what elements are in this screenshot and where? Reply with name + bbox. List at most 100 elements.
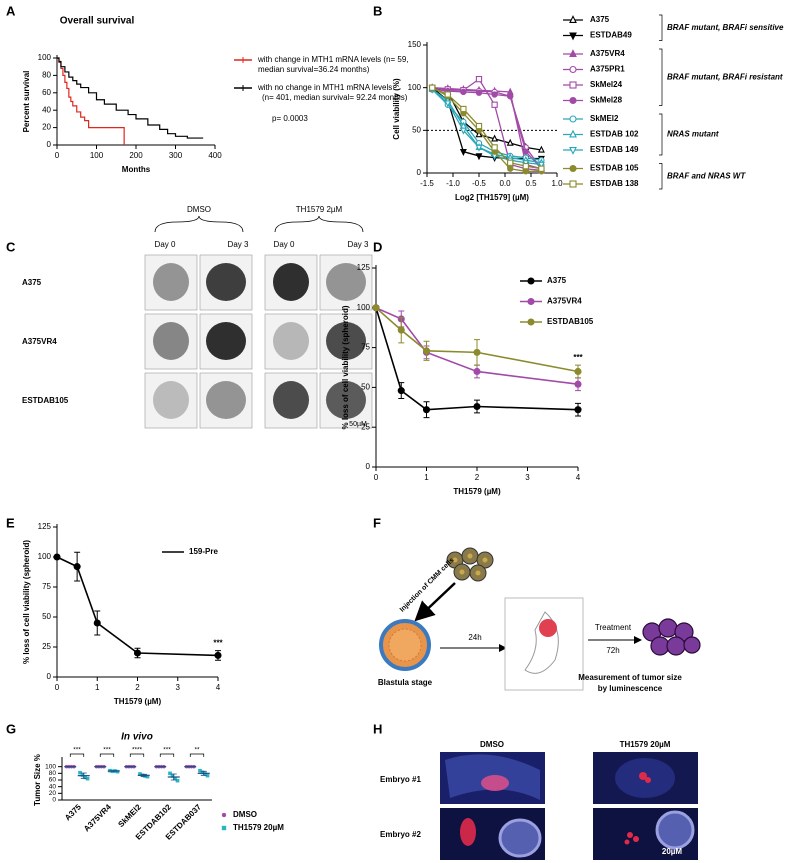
- legend-marker: [569, 81, 577, 89]
- time-label: 72h: [606, 646, 619, 655]
- significance: ***: [573, 353, 583, 362]
- marker: [475, 144, 483, 152]
- y-tick-label: 100: [408, 83, 422, 92]
- annotation: p= 0.0003: [272, 114, 308, 123]
- error-bar: [80, 772, 87, 779]
- x-tick-label: 3: [525, 473, 530, 482]
- legend-marker: [527, 318, 535, 326]
- panel-letter: B: [373, 3, 382, 18]
- y-tick-label: 125: [38, 522, 52, 531]
- error-bar: [140, 773, 147, 777]
- scale-bar-label: 20µM: [662, 847, 683, 856]
- tumor: [539, 619, 557, 637]
- marker: [491, 91, 498, 98]
- x-tick-label: -0.5: [472, 179, 486, 188]
- panel-h: H DMSO TH1579 20µM Embryo #1 Embryo #2 2…: [373, 721, 698, 860]
- spheroid: [326, 381, 366, 419]
- group-bracket: [659, 14, 663, 41]
- marker: [475, 153, 483, 161]
- marker: [491, 144, 498, 151]
- legend-marker: [569, 147, 577, 155]
- row-label: ESTDAB105: [22, 396, 69, 405]
- group-label: BRAF mutant, BRAFi sensitive: [667, 23, 784, 32]
- marker: [574, 380, 582, 388]
- spheroid: [206, 322, 246, 360]
- x-tick-label: 100: [90, 151, 104, 160]
- legend-marker: [569, 129, 577, 138]
- legend-label: SkMel24: [590, 80, 623, 89]
- spheroid: [153, 322, 189, 360]
- legend-marker: [569, 65, 577, 74]
- x-axis-label: Months: [122, 165, 151, 174]
- y-tick-label: 25: [361, 422, 370, 431]
- legend-label: with change in MTH1 mRNA levels (n= 59,: [257, 55, 409, 64]
- x-tick-label: 1: [424, 473, 429, 482]
- legend-label: SkMel28: [590, 96, 623, 105]
- error-bar: [110, 770, 117, 772]
- significance: ****: [132, 747, 143, 754]
- panel-letter: C: [6, 239, 16, 254]
- marker: [372, 304, 380, 312]
- marker: [475, 75, 483, 83]
- y-tick-label: 75: [361, 343, 370, 352]
- y-tick-label: 80: [49, 770, 57, 777]
- y-tick-label: 0: [52, 797, 56, 804]
- legend-label: ESTDAB 149: [590, 145, 639, 154]
- survival-curve: [57, 57, 125, 145]
- y-tick-label: 80: [42, 71, 51, 80]
- panel-letter: G: [6, 721, 16, 736]
- y-axis-label: % loss of cell viability (spheroid): [341, 305, 350, 429]
- marker: [475, 89, 483, 96]
- marker: [168, 771, 172, 776]
- marker: [133, 649, 142, 657]
- x-tick-label: 3: [176, 683, 181, 692]
- group-bracket: [659, 163, 663, 190]
- injection-arrow: [414, 582, 456, 622]
- spheroid-images: [144, 254, 373, 429]
- marker: [93, 619, 101, 627]
- legend-label: ESTDAB 138: [590, 179, 639, 188]
- row-label: Embryo #2: [380, 830, 421, 839]
- y-tick-label: 60: [49, 777, 57, 784]
- legend-label: A375VR4: [590, 49, 625, 58]
- group-label: NRAS mutant: [667, 130, 719, 139]
- marker: [507, 93, 514, 100]
- blastula-core: [388, 628, 422, 662]
- legend-label: A375PR1: [590, 65, 625, 74]
- series-line: [431, 88, 542, 164]
- spheroid: [206, 263, 246, 301]
- significance: ***: [213, 639, 223, 648]
- legend-marker: [569, 180, 577, 188]
- legend-label: A375VR4: [547, 297, 582, 306]
- measurement-label: Measurement of tumor size: [578, 673, 682, 682]
- significance-bracket: [69, 753, 85, 757]
- day-label: Day 0: [274, 240, 295, 249]
- marker: [537, 145, 545, 153]
- x-axis-label: Log2 [TH1579] (µM): [455, 193, 529, 202]
- cell-cluster: [446, 547, 494, 582]
- error-bar: [200, 770, 207, 776]
- group-label: BRAF mutant, BRAFi resistant: [667, 72, 783, 81]
- marker: [491, 101, 498, 108]
- legend-label: with no change in MTH1 mRNA levels: [257, 83, 392, 92]
- day-label: Day 3: [228, 240, 249, 249]
- condition-label: TH1579 2µM: [296, 205, 343, 214]
- marker: [522, 168, 529, 175]
- x-tick-label: 0.5: [525, 179, 537, 188]
- x-tick-label: 1: [95, 683, 100, 692]
- y-tick-label: 40: [49, 783, 57, 790]
- scale-bar-label: 50µM: [349, 421, 367, 428]
- x-tick-label: 400: [208, 151, 222, 160]
- marker: [459, 149, 467, 157]
- condition-label: TH1579 20µM: [620, 740, 671, 749]
- spheroid: [326, 263, 366, 301]
- marker: [537, 161, 545, 169]
- legend-marker: [569, 15, 577, 23]
- y-tick-label: 25: [42, 642, 51, 651]
- spheroid: [273, 322, 309, 360]
- legend-marker: [221, 825, 227, 831]
- spheroid: [153, 263, 189, 301]
- panel-f: F Injection of CMM cells Blastula stage …: [373, 515, 701, 693]
- series-line: [56, 556, 219, 657]
